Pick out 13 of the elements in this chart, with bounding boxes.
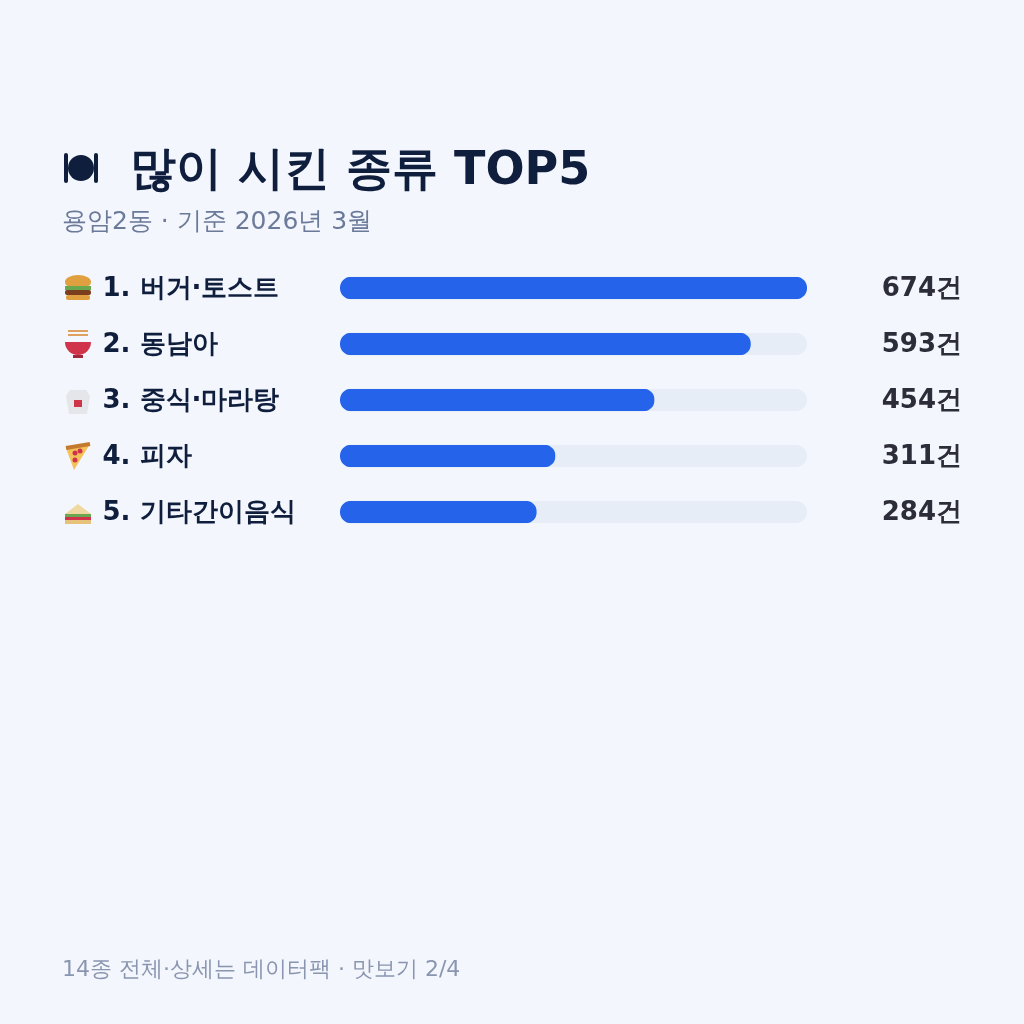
y-tick-label: 5. 기타간이음식	[102, 496, 296, 526]
y-tick-label: 1. 버거·토스트	[102, 272, 280, 302]
data-label: 593건	[881, 328, 962, 358]
data-label: 674건	[881, 272, 962, 302]
y-tick-label: 4. 피자	[102, 440, 192, 470]
y-tick-label: 3. 중식·마라탕	[102, 384, 280, 414]
data-label: 284건	[881, 496, 962, 526]
chart-title: 많이 시킨 종류 TOP5	[130, 140, 591, 197]
y-tick-label: 2. 동남아	[102, 328, 218, 358]
data-label: 454건	[881, 384, 962, 414]
chart-subtitle: 용암2동 · 기준 2026년 3월	[62, 205, 373, 237]
text: 14종 전체·상세는 데이터팩 · 맛보기 2/4	[62, 955, 461, 983]
data-label: 311건	[881, 440, 962, 470]
